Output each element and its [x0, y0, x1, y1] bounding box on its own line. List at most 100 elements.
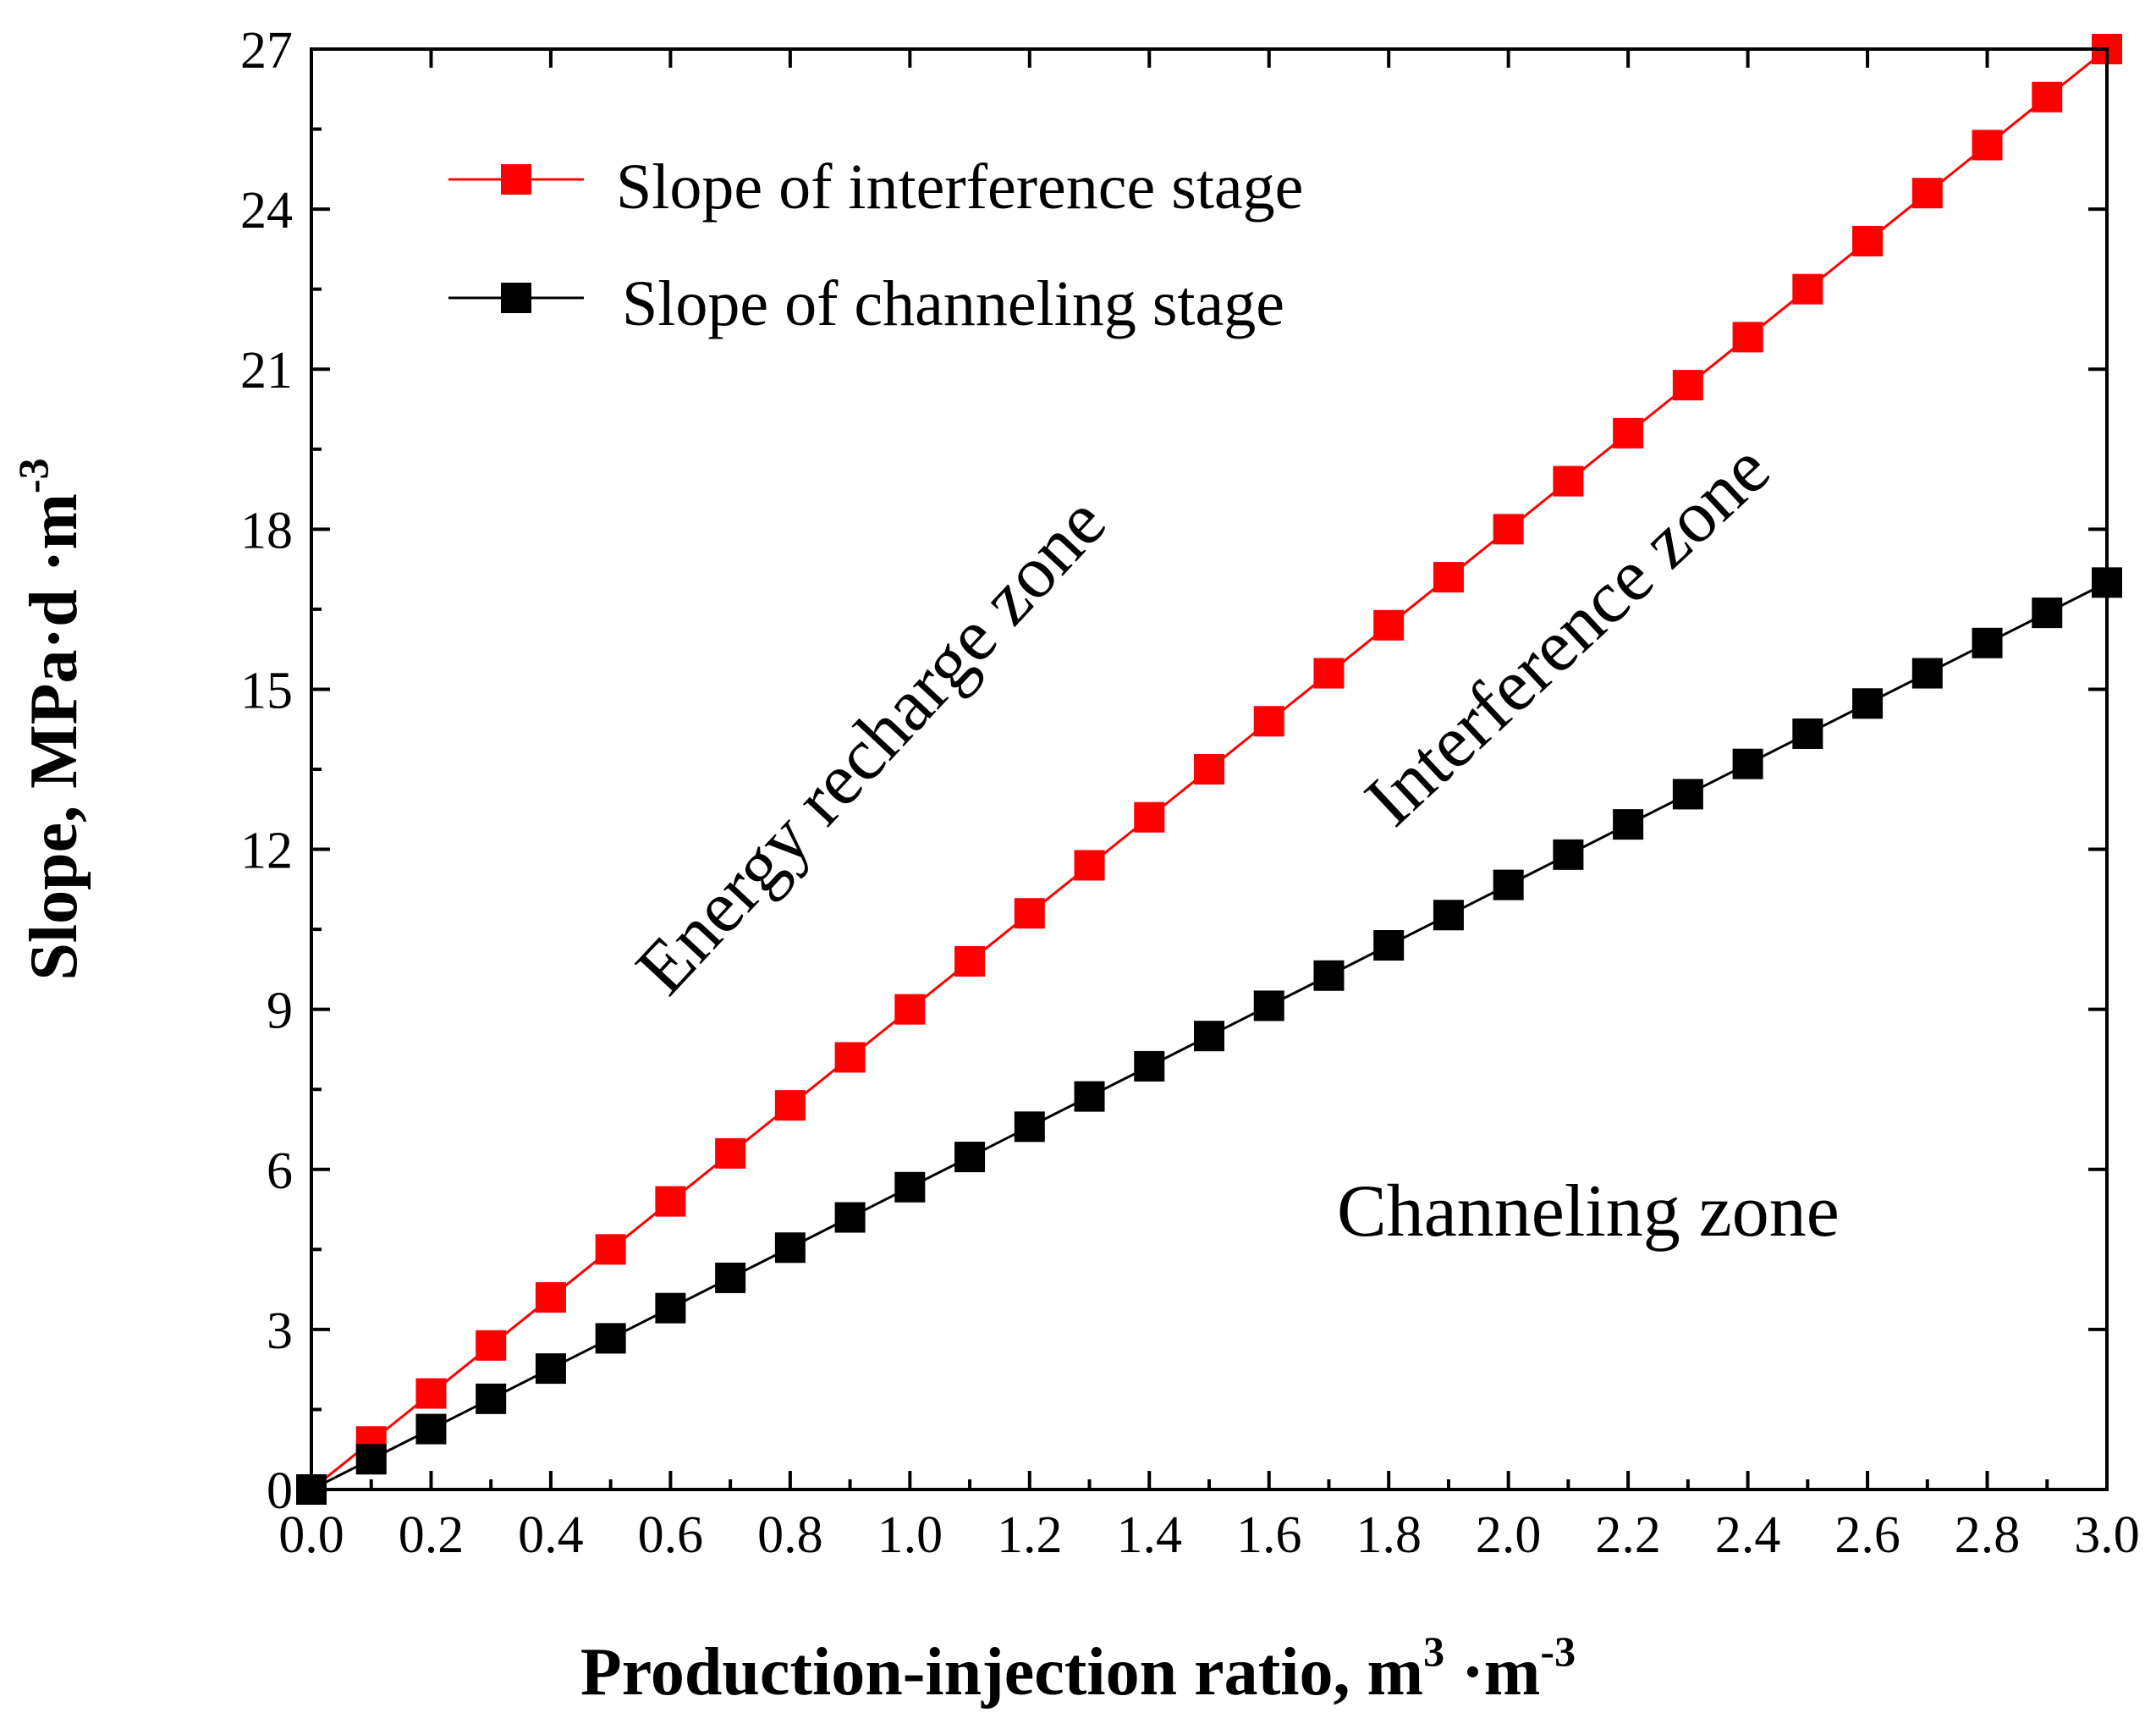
x-axis-title-mid: ·m — [1444, 1635, 1540, 1710]
series-0-point-12 — [1014, 898, 1045, 929]
y-tick-label-8: 24 — [240, 182, 293, 240]
series-1-point-10 — [894, 1171, 926, 1203]
x-tick-label-10: 2.0 — [1476, 1506, 1542, 1564]
series-markers — [296, 34, 2122, 1505]
x-tick-label-13: 2.6 — [1834, 1506, 1900, 1564]
x-axis-title-sup1: 3 — [1423, 1627, 1444, 1675]
legend-marker-channeling — [501, 283, 531, 313]
series-1-point-4 — [535, 1353, 566, 1385]
y-tick-label-5: 15 — [240, 662, 293, 719]
series-1-point-6 — [655, 1292, 686, 1324]
series-1-point-1 — [355, 1444, 387, 1475]
series-1-point-25 — [1792, 718, 1823, 749]
series-0-point-21 — [1553, 465, 1584, 497]
series-0-point-19 — [1433, 562, 1464, 593]
y-axis-title-main: Slope, MPa·d ·m — [17, 493, 91, 981]
series-1-point-27 — [1911, 658, 1943, 689]
legend: Slope of interference stage Slope of cha… — [448, 151, 1303, 339]
y-tick-label-3: 9 — [267, 983, 293, 1040]
series-0-point-27 — [1911, 178, 1943, 209]
series-0-point-10 — [894, 994, 926, 1025]
series-0-point-9 — [834, 1042, 866, 1073]
series-1-point-28 — [1972, 627, 2003, 658]
x-axis-title-sup2: -3 — [1540, 1627, 1576, 1675]
x-tick-label-6: 1.2 — [997, 1506, 1063, 1564]
series-1-point-17 — [1313, 960, 1345, 991]
y-tick-label-9: 27 — [240, 22, 293, 80]
y-tick-label-0: 0 — [267, 1462, 293, 1520]
legend-item-channeling: Slope of channeling stage — [448, 268, 1284, 339]
y-axis: 0 3 6 9 12 15 18 21 24 27 — [240, 22, 2107, 1520]
x-tick-label-4: 0.8 — [757, 1506, 823, 1564]
series-1-point-29 — [2032, 597, 2063, 629]
series-1-point-2 — [415, 1413, 447, 1445]
x-tick-label-11: 2.2 — [1595, 1506, 1661, 1564]
x-tick-label-2: 0.4 — [518, 1506, 584, 1564]
series-0-point-22 — [1613, 417, 1644, 449]
series-0-point-11 — [954, 945, 986, 977]
x-tick-label-1: 0.2 — [399, 1506, 465, 1564]
series-1-point-26 — [1852, 688, 1884, 719]
x-tick-label-3: 0.6 — [638, 1506, 704, 1564]
series-1-point-5 — [595, 1323, 626, 1354]
series-1-point-15 — [1194, 1021, 1224, 1052]
series-0-point-13 — [1074, 850, 1105, 881]
series-1-point-24 — [1732, 748, 1763, 779]
y-tick-label-4: 12 — [240, 823, 293, 880]
x-tick-label-12: 2.4 — [1715, 1506, 1781, 1564]
series-1-point-7 — [715, 1262, 746, 1293]
series-0-point-14 — [1134, 801, 1165, 833]
x-tick-label-7: 1.4 — [1117, 1506, 1183, 1564]
series-0-point-24 — [1732, 322, 1763, 353]
series-1-point-19 — [1433, 900, 1464, 931]
series-1-point-18 — [1373, 930, 1405, 961]
y-tick-label-2: 6 — [267, 1143, 293, 1200]
series-1-point-16 — [1253, 990, 1284, 1021]
series-0-point-7 — [715, 1137, 746, 1169]
annotation-energy-recharge-zone: Energy recharge zone — [621, 482, 1122, 1010]
series-1-point-20 — [1493, 869, 1524, 900]
legend-label-interference: Slope of interference stage — [616, 151, 1303, 223]
x-axis: 0.0 0.2 0.4 0.6 0.8 1.0 1.2 1.4 1.6 1.8 2.0 2.2 2.4 2… — [278, 49, 2140, 1564]
x-tick-label-5: 1.0 — [877, 1506, 943, 1564]
x-tick-label-9: 1.8 — [1356, 1506, 1422, 1564]
series-0-point-15 — [1194, 754, 1224, 785]
series-1-point-3 — [476, 1383, 507, 1414]
series-0-point-2 — [415, 1378, 447, 1409]
x-tick-label-8: 1.6 — [1236, 1506, 1302, 1564]
series-0-point-4 — [535, 1282, 566, 1313]
series-0-point-26 — [1852, 225, 1884, 256]
series-0-point-8 — [774, 1090, 806, 1121]
series-0-point-3 — [476, 1330, 507, 1361]
series-0-point-23 — [1672, 370, 1703, 401]
series-0-point-6 — [655, 1186, 686, 1217]
y-tick-label-6: 18 — [240, 502, 293, 559]
legend-marker-interference — [501, 164, 531, 195]
series-1-point-14 — [1134, 1050, 1165, 1082]
series-0-point-18 — [1373, 609, 1405, 641]
series-1-point-12 — [1014, 1111, 1045, 1143]
x-tick-label-0: 0.0 — [278, 1506, 344, 1564]
y-tick-label-7: 21 — [240, 342, 293, 399]
series-0-point-29 — [2032, 81, 2063, 113]
series-0-point-5 — [595, 1234, 626, 1265]
series-1-point-11 — [954, 1142, 986, 1173]
x-tick-label-14: 2.8 — [1955, 1506, 2021, 1564]
series-1-point-13 — [1074, 1081, 1105, 1112]
legend-item-interference: Slope of interference stage — [448, 151, 1303, 223]
series-1-point-8 — [774, 1232, 806, 1264]
x-axis-title: Production-injection ratio, m3 ·m-3 — [580, 1627, 1576, 1710]
series-1-point-9 — [834, 1202, 866, 1233]
x-tick-label-15: 3.0 — [2074, 1506, 2140, 1564]
series-1-point-22 — [1613, 809, 1644, 840]
y-axis-title: Slope, MPa·d ·m-3 — [9, 458, 91, 980]
x-axis-title-main: Production-injection ratio, m — [580, 1635, 1423, 1710]
series-0-point-16 — [1253, 706, 1284, 737]
series-1-point-23 — [1672, 779, 1703, 810]
series-0-point-25 — [1792, 273, 1823, 305]
legend-label-channeling: Slope of channeling stage — [622, 268, 1284, 339]
y-tick-label-1: 3 — [267, 1302, 293, 1360]
y-axis-title-sup: -3 — [9, 458, 57, 493]
annotation-channeling-zone: Channeling zone — [1337, 1170, 1840, 1253]
series-0-point-28 — [1972, 129, 2003, 161]
